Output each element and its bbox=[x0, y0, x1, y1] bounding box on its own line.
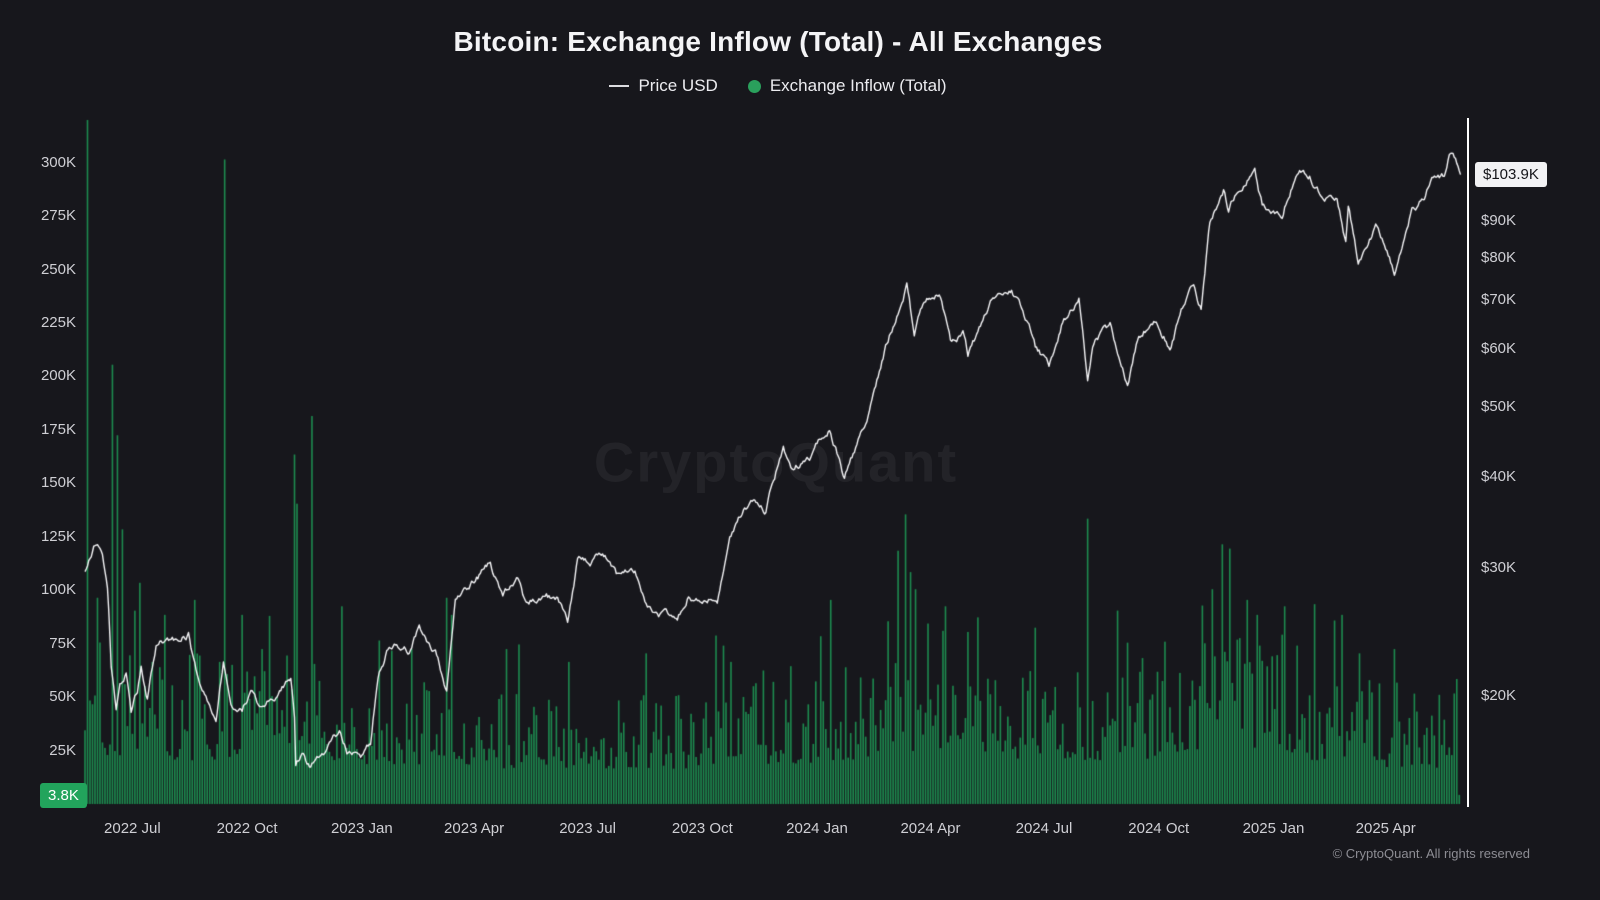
x-axis-tick-label: 2023 Jul bbox=[559, 820, 616, 837]
current-inflow-badge: 3.8K bbox=[40, 782, 87, 808]
y-axis-left-tick-label: 125K bbox=[40, 527, 76, 545]
copyright-notice: © CryptoQuant. All rights reserved bbox=[1332, 846, 1530, 861]
y-axis-left-tick-label: 250K bbox=[40, 260, 76, 278]
y-axis-left-tick-label: 300K bbox=[40, 153, 76, 171]
y-axis-right-tick-label: $30K bbox=[1481, 558, 1517, 576]
y-axis-right-tick-label: $70K bbox=[1481, 291, 1517, 309]
y-axis-left-tick-label: 100K bbox=[40, 581, 76, 599]
y-axis-right-tick-label: $40K bbox=[1481, 468, 1517, 486]
x-axis-tick-label: 2023 Jan bbox=[330, 820, 393, 837]
y-axis-left-tick-label: 25K bbox=[49, 741, 76, 759]
y-axis-right-tick-label: $20K bbox=[1481, 686, 1517, 704]
y-axis-right-tick-label: $60K bbox=[1481, 340, 1517, 358]
current-price-badge: $103.9K bbox=[1475, 161, 1547, 187]
x-axis-tick-label: 2022 Oct bbox=[216, 820, 278, 837]
y-axis-left-tick-label: 175K bbox=[40, 420, 76, 438]
x-axis-tick-label: 2024 Jan bbox=[786, 820, 848, 837]
y-axis-right-tick-label: $50K bbox=[1481, 397, 1517, 415]
y-axis-left-tick-label: 75K bbox=[49, 634, 76, 652]
x-axis-tick-label: 2024 Jul bbox=[1015, 820, 1073, 837]
y-axis-left-tick-label: 50K bbox=[49, 688, 76, 706]
y-axis-left-tick-label: 200K bbox=[40, 367, 76, 385]
x-axis-tick-label: 2024 Oct bbox=[1128, 820, 1190, 837]
y-axis-left-tick-label: 150K bbox=[40, 474, 76, 492]
x-axis-tick-label: 2023 Oct bbox=[671, 820, 733, 837]
y-axis-right-tick-label: $80K bbox=[1481, 249, 1517, 267]
x-axis-tick-label: 2022 Jul bbox=[104, 820, 161, 837]
right-axis-line bbox=[1467, 118, 1469, 807]
x-axis-tick-label: 2024 Apr bbox=[900, 820, 961, 837]
x-axis-tick-label: 2025 Apr bbox=[1355, 820, 1416, 837]
y-axis-right-tick-label: $90K bbox=[1481, 212, 1517, 229]
y-axis-left-tick-label: 225K bbox=[40, 313, 76, 331]
y-axis-left-tick-label: 275K bbox=[40, 207, 76, 225]
x-axis-tick-label: 2025 Jan bbox=[1242, 820, 1305, 837]
x-axis-tick-label: 2023 Apr bbox=[444, 820, 505, 837]
